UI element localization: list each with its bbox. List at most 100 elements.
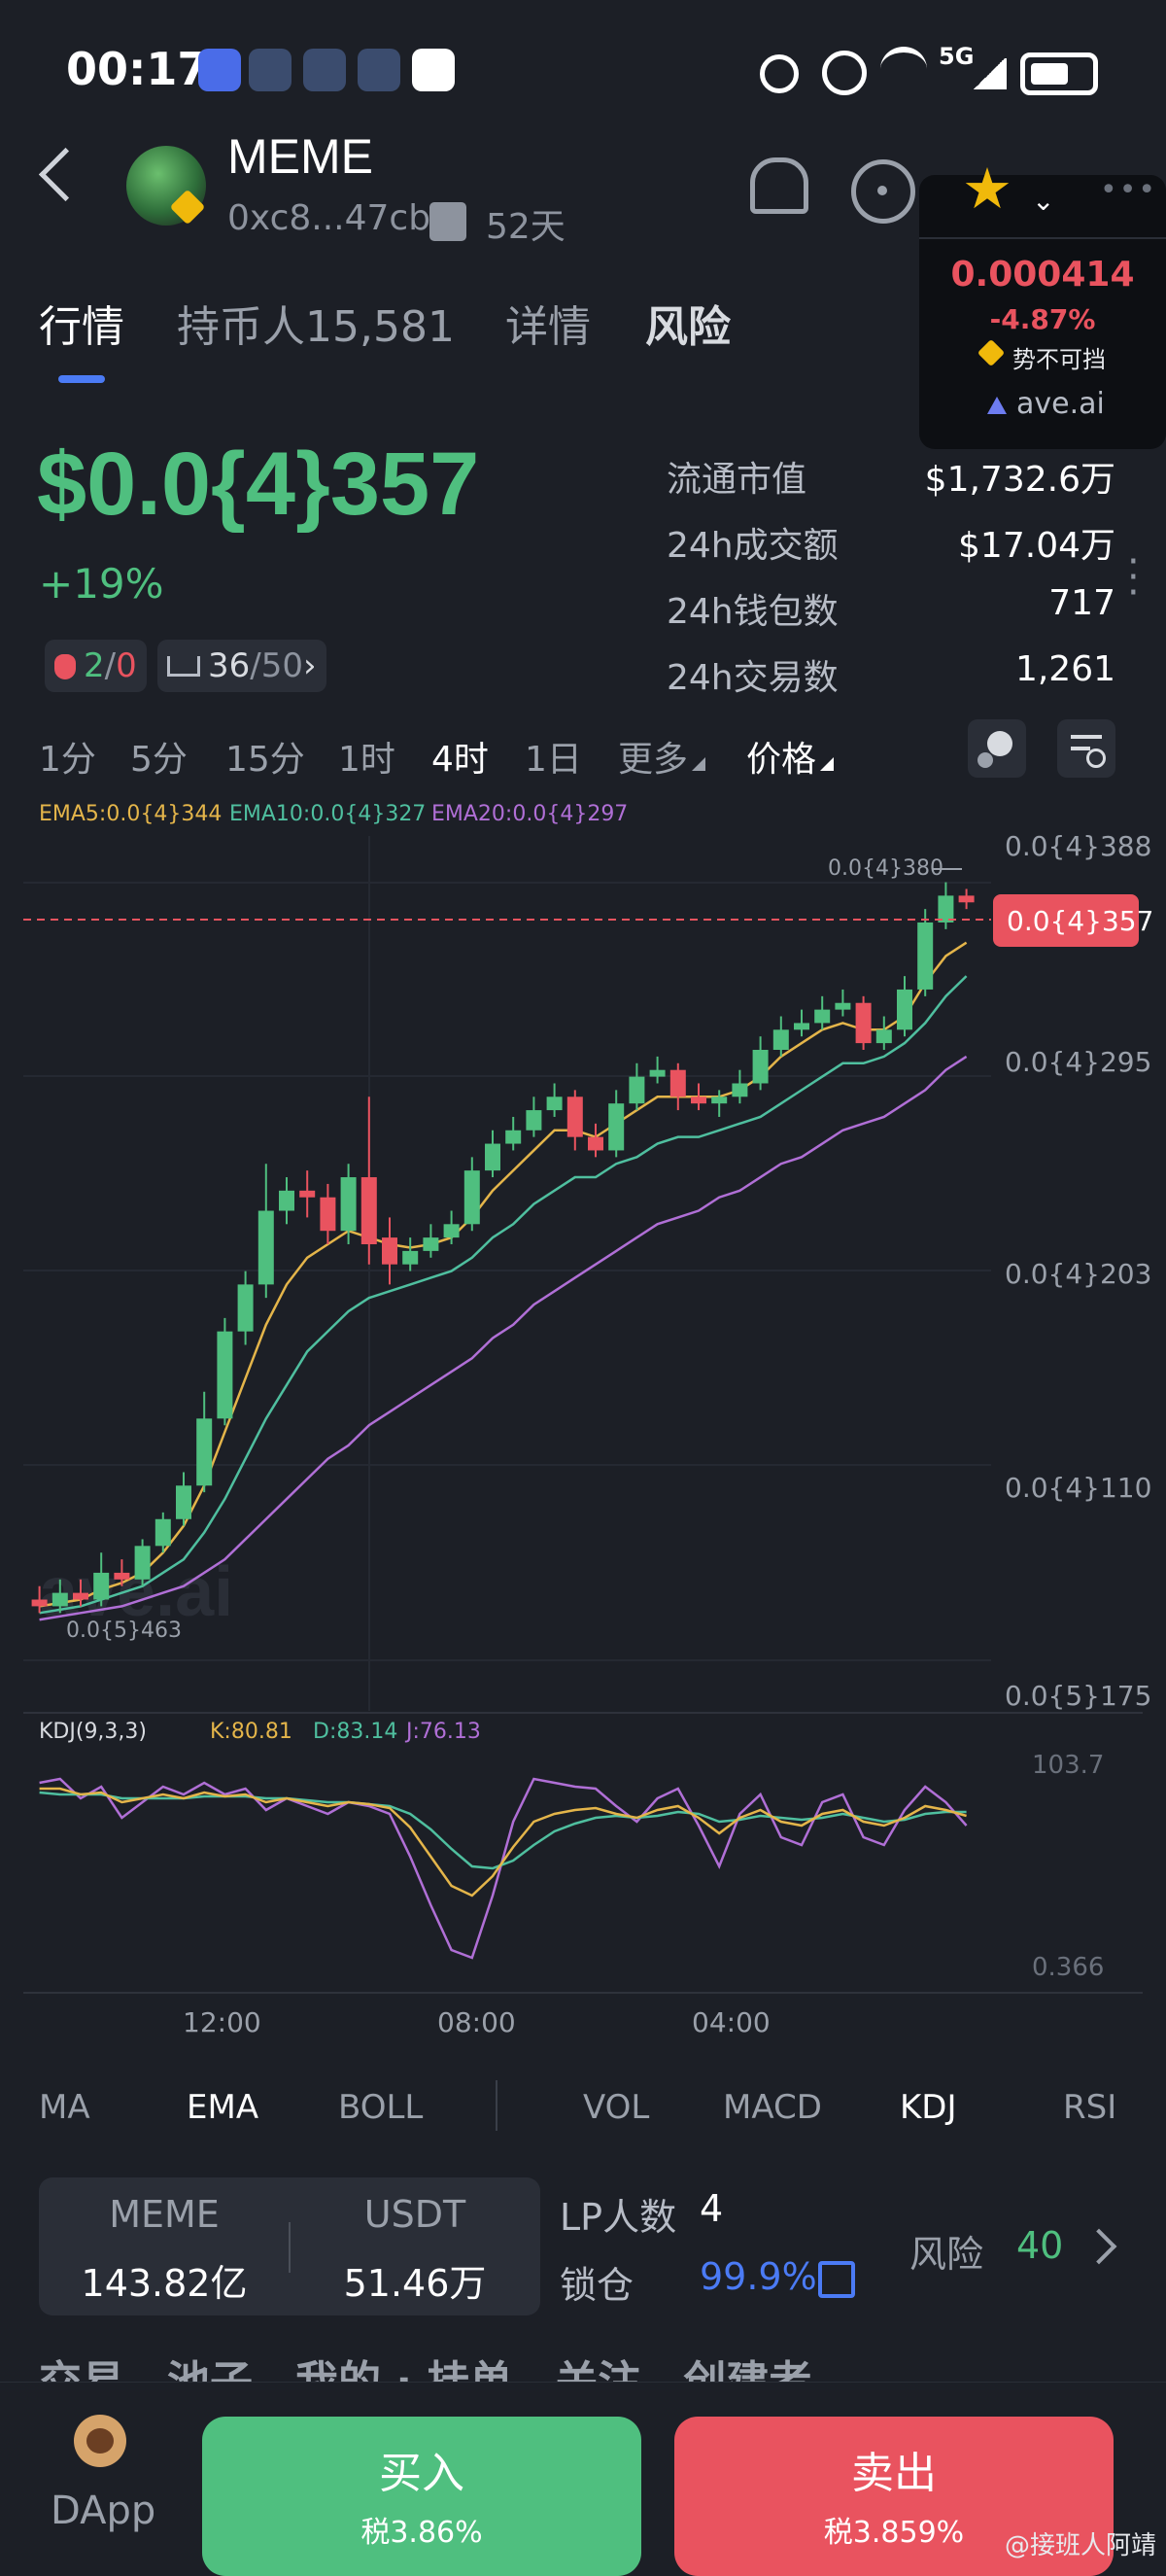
chevron-right-icon-risk[interactable]: [1080, 2228, 1117, 2265]
candle-body-33: [711, 1097, 728, 1104]
time-tick-1: 12:00: [183, 2006, 261, 2038]
ema5-line: [39, 941, 968, 1608]
candle-body-20: [443, 1224, 460, 1238]
candle-body-24: [526, 1110, 542, 1131]
lock-value[interactable]: 99.9%: [700, 2255, 817, 2298]
price-axis-tick-2: 0.0{4}203: [1005, 1258, 1151, 1290]
time-tick-2: 08:00: [437, 2006, 516, 2038]
back-arrow-icon[interactable]: [38, 147, 93, 202]
candle-body-34: [732, 1083, 748, 1097]
candle-body-13: [299, 1190, 316, 1198]
gauge-icon[interactable]: [851, 159, 915, 224]
ema20-line: [39, 1055, 968, 1621]
chart-style-icon[interactable]: [968, 719, 1026, 778]
candle-body-8: [196, 1418, 213, 1486]
crown-icon: [167, 656, 200, 677]
candle-body-43: [917, 922, 934, 990]
tab-market[interactable]: 行情: [39, 302, 124, 352]
tf-15m[interactable]: 15分: [225, 740, 305, 780]
stat-value-txns: 1,261: [1014, 649, 1115, 689]
bell-icon[interactable]: [750, 157, 808, 214]
candle-body-44: [938, 895, 954, 922]
wifi-icon: [880, 47, 927, 91]
candle-body-16: [360, 1177, 377, 1244]
tf-more-label: 更多: [618, 740, 689, 780]
floating-price-widget[interactable]: [919, 175, 1166, 449]
top-holders-pill[interactable]: 36/50›: [157, 640, 326, 692]
ind-tab-ma[interactable]: MA: [39, 2088, 90, 2127]
widget-label: 势不可挡: [1012, 346, 1106, 373]
stat-value-mcap: $1,732.6万: [924, 460, 1115, 500]
honor-app-icon: [198, 49, 241, 91]
candle-body-2: [73, 1592, 88, 1600]
ind-tab-vol[interactable]: VOL: [583, 2088, 650, 2127]
candle-body-35: [752, 1050, 769, 1084]
price-chart[interactable]: ave.ai EMA5:0.0{4}344 EMA10:0.0{4}327 EM…: [0, 778, 1166, 2041]
kdj-label: KDJ(9,3,3): [39, 1720, 147, 1744]
tf-1m[interactable]: 1分: [39, 740, 96, 780]
candle-body-1: [51, 1592, 68, 1607]
copy-icon[interactable]: [429, 202, 466, 241]
alarm-icon: [822, 51, 867, 95]
candle-body-5: [134, 1546, 151, 1580]
price-type-select[interactable]: 价格: [746, 731, 835, 782]
candle-body-25: [546, 1097, 563, 1111]
ind-tab-separator: [496, 2080, 497, 2131]
ind-tab-boll[interactable]: BOLL: [338, 2088, 424, 2127]
ind-tab-ema[interactable]: EMA: [187, 2088, 259, 2127]
token-address[interactable]: 0xc8...47cb: [227, 198, 431, 238]
sell-button[interactable]: 卖出 税3.859%: [674, 2417, 1114, 2576]
chart-settings-icon[interactable]: [1057, 719, 1115, 778]
dropdown-icon: [692, 757, 706, 771]
tf-1d[interactable]: 1日: [525, 740, 582, 780]
dev-holdings-pill[interactable]: 2/0: [45, 640, 147, 692]
tf-more[interactable]: 更多: [618, 731, 706, 782]
tab-risk[interactable]: 风险: [645, 302, 731, 352]
dapp-label[interactable]: DApp: [51, 2489, 156, 2533]
candle-body-36: [772, 1029, 789, 1050]
price-axis-tick-3: 0.0{4}110: [1005, 1472, 1151, 1504]
tf-1h[interactable]: 1时: [338, 740, 395, 780]
pancake-dapp-icon[interactable]: [74, 2415, 126, 2467]
candle-body-18: [402, 1250, 419, 1265]
ind-tab-rsi[interactable]: RSI: [1063, 2088, 1117, 2127]
lp-count-value: 4: [700, 2187, 724, 2230]
current-price-tag: [993, 894, 1139, 947]
candle-body-37: [794, 1023, 809, 1030]
current-price-tag-label: 0.0{4}357: [1007, 905, 1153, 937]
star-icon[interactable]: ★: [962, 156, 1012, 222]
candle-body-4: [114, 1572, 130, 1580]
buy-button[interactable]: 买入 税3.86%: [202, 2417, 641, 2576]
kdj-j: J:76.13: [404, 1720, 481, 1744]
buy-tax: 税3.86%: [360, 2516, 483, 2550]
kdj-lines: [39, 1777, 968, 1960]
tab-holders[interactable]: 持币人15,581: [177, 302, 455, 352]
more-icon[interactable]: •••: [1100, 173, 1158, 207]
liq-divider: [289, 2222, 291, 2273]
side-more-icon[interactable]: · · ·: [1127, 540, 1140, 615]
stat-label-volume: 24h成交额: [667, 526, 839, 566]
candle-body-12: [279, 1190, 294, 1211]
sell-label: 卖出: [851, 2449, 937, 2498]
chevron-down-icon[interactable]: ⌄: [1032, 185, 1055, 217]
ind-tab-kdj[interactable]: KDJ: [900, 2088, 957, 2127]
tab-details[interactable]: 详情: [505, 302, 591, 352]
price-axis-tick-1: 0.0{4}295: [1005, 1046, 1151, 1078]
ind-tab-macd[interactable]: MACD: [723, 2088, 822, 2127]
tf-4h[interactable]: 4时: [431, 740, 489, 780]
low-marker: 0.0{5}463: [66, 1619, 182, 1643]
dropdown-icon-2: [820, 757, 835, 771]
risk-score[interactable]: 40: [1016, 2224, 1064, 2267]
candle-body-11: [257, 1210, 274, 1285]
external-link-icon[interactable]: [818, 2261, 855, 2298]
risk-label[interactable]: 风险: [909, 2233, 984, 2276]
candle-body-6: [154, 1518, 171, 1547]
buy-label: 买入: [379, 2449, 464, 2498]
key-icon: [760, 54, 799, 93]
stat-value-wallets: 717: [1048, 583, 1115, 623]
network-label: 5G: [939, 43, 975, 70]
qq-app-icon: [412, 49, 455, 91]
candle-body-40: [855, 1002, 872, 1044]
lock-label: 锁仓: [560, 2264, 634, 2307]
tf-5m[interactable]: 5分: [130, 740, 188, 780]
